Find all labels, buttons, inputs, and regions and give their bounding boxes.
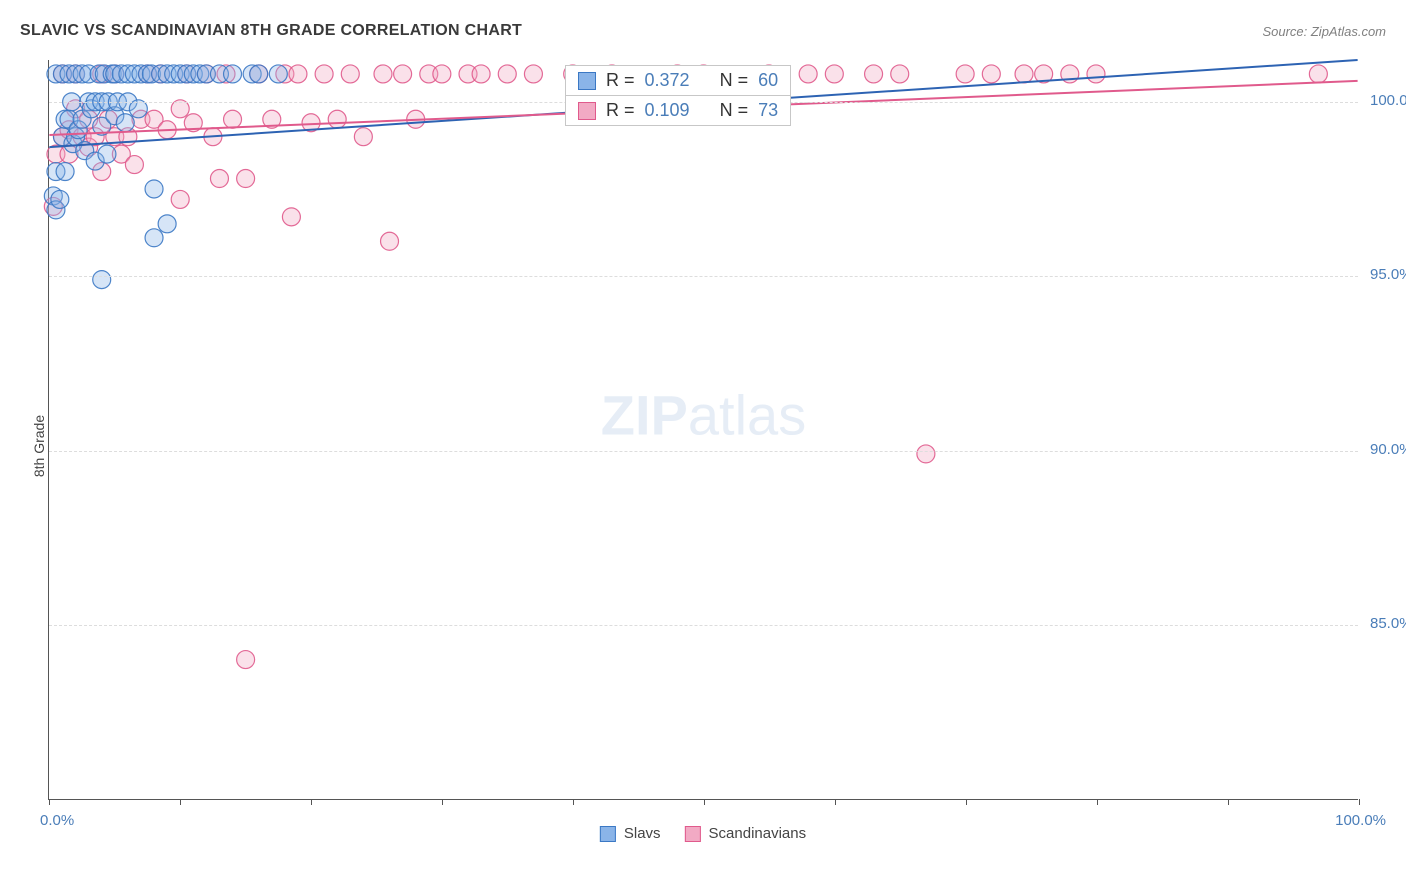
n-label: N = <box>720 100 749 121</box>
x-tick-mark <box>442 799 443 805</box>
scatter-point <box>51 190 69 208</box>
scatter-point <box>381 232 399 250</box>
x-tick-mark <box>1228 799 1229 805</box>
scatter-point <box>98 145 116 163</box>
scatter-point <box>145 180 163 198</box>
scatter-point <box>865 65 883 83</box>
x-tick-mark <box>311 799 312 805</box>
x-tick-mark <box>49 799 50 805</box>
y-tick-label: 100.0% <box>1370 92 1406 109</box>
x-tick-mark <box>1359 799 1360 805</box>
scatter-point <box>982 65 1000 83</box>
scatter-point <box>891 65 909 83</box>
gridline <box>49 451 1358 452</box>
scatter-point <box>171 190 189 208</box>
scatter-point <box>210 170 228 188</box>
scatter-point <box>374 65 392 83</box>
scatter-point <box>56 163 74 181</box>
scatter-point <box>237 651 255 669</box>
legend-swatch <box>600 826 616 842</box>
x-tick-mark <box>704 799 705 805</box>
n-value: 60 <box>758 70 778 91</box>
r-value: 0.109 <box>645 100 690 121</box>
chart-header: SLAVIC VS SCANDINAVIAN 8TH GRADE CORRELA… <box>20 22 1386 40</box>
scatter-point <box>158 215 176 233</box>
scatter-point <box>250 65 268 83</box>
scatter-point <box>1087 65 1105 83</box>
x-axis-max-label: 100.0% <box>1335 812 1386 829</box>
n-label: N = <box>720 70 749 91</box>
regression-swatch <box>578 102 596 120</box>
chart-title: SLAVIC VS SCANDINAVIAN 8TH GRADE CORRELA… <box>20 22 522 40</box>
gridline <box>49 276 1358 277</box>
scatter-point <box>237 170 255 188</box>
plot-area: ZIPatlas 85.0%90.0%95.0%100.0% <box>48 60 1358 800</box>
scatter-point <box>224 65 242 83</box>
regression-swatch <box>578 72 596 90</box>
chart-source: Source: ZipAtlas.com <box>1262 24 1386 39</box>
r-label: R = <box>606 100 635 121</box>
gridline <box>49 625 1358 626</box>
x-axis-min-label: 0.0% <box>40 812 74 829</box>
y-tick-label: 85.0% <box>1370 615 1406 632</box>
scatter-point <box>433 65 451 83</box>
r-value: 0.372 <box>645 70 690 91</box>
scatter-point <box>282 208 300 226</box>
r-label: R = <box>606 70 635 91</box>
scatter-point <box>825 65 843 83</box>
legend-bottom: Slavs Scandinavians <box>600 825 806 842</box>
scatter-point <box>1309 65 1327 83</box>
legend-label: Slavs <box>624 825 661 842</box>
scatter-point <box>269 65 287 83</box>
scatter-svg <box>49 60 1358 799</box>
scatter-point <box>799 65 817 83</box>
scatter-point <box>1015 65 1033 83</box>
regression-info-box: R = 0.372 N = 60 <box>565 65 791 96</box>
x-tick-mark <box>1097 799 1098 805</box>
scatter-point <box>354 128 372 146</box>
scatter-point <box>472 65 490 83</box>
scatter-point <box>315 65 333 83</box>
legend-label: Scandinavians <box>709 825 807 842</box>
scatter-point <box>224 110 242 128</box>
scatter-point <box>93 271 111 289</box>
scatter-point <box>116 114 134 132</box>
scatter-point <box>498 65 516 83</box>
scatter-point <box>524 65 542 83</box>
x-tick-mark <box>573 799 574 805</box>
scatter-point <box>956 65 974 83</box>
scatter-point <box>341 65 359 83</box>
scatter-point <box>289 65 307 83</box>
scatter-point <box>917 445 935 463</box>
regression-info-box: R = 0.109 N = 73 <box>565 95 791 126</box>
scatter-point <box>328 110 346 128</box>
scatter-point <box>394 65 412 83</box>
n-value: 73 <box>758 100 778 121</box>
y-tick-label: 90.0% <box>1370 441 1406 458</box>
scatter-point <box>125 156 143 174</box>
y-axis-label: 8th Grade <box>31 415 47 477</box>
y-tick-label: 95.0% <box>1370 266 1406 283</box>
scatter-point <box>145 229 163 247</box>
legend-item: Slavs <box>600 825 661 842</box>
legend-swatch <box>685 826 701 842</box>
x-tick-mark <box>966 799 967 805</box>
x-tick-mark <box>835 799 836 805</box>
legend-item: Scandinavians <box>685 825 807 842</box>
x-tick-mark <box>180 799 181 805</box>
